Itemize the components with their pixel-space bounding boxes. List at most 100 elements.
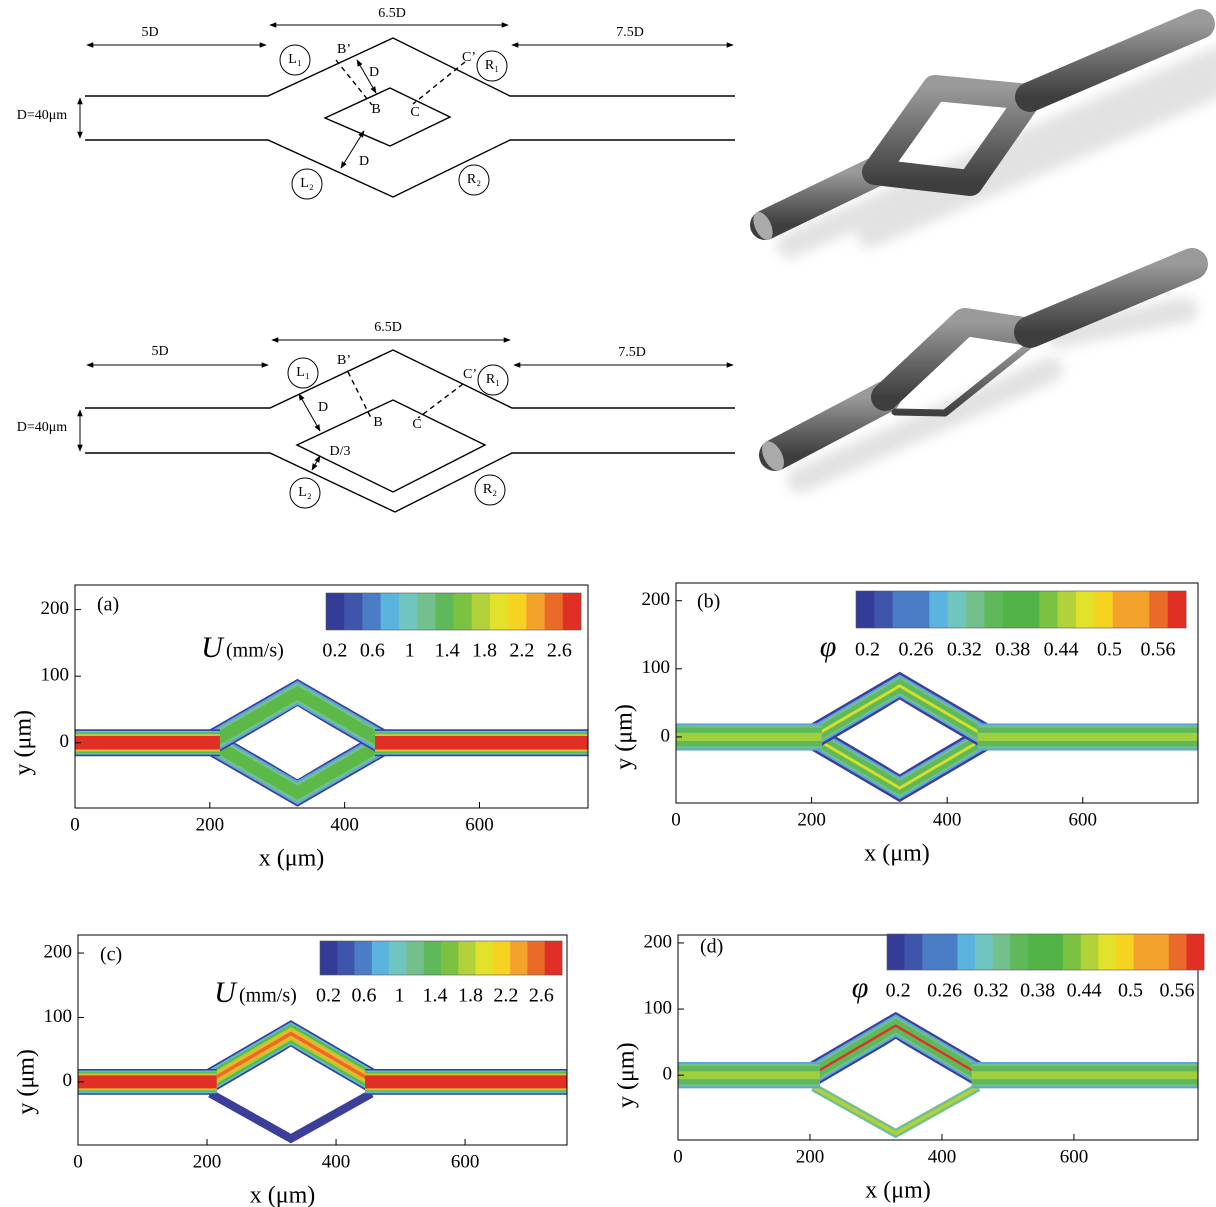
y-tick-label: 0 (661, 725, 671, 746)
gap-label: D (359, 154, 369, 169)
colorbar-label: 0.44 (1044, 639, 1079, 661)
colorbar-swatch (1076, 591, 1095, 628)
x-axis-label: x (μm) (864, 841, 930, 867)
point-label: C (410, 105, 419, 120)
gap-label: D (369, 65, 379, 80)
colorbar-label: 0.32 (974, 980, 1009, 1002)
colorbar-label: 2.2 (509, 640, 534, 662)
colorbar-label: 2.6 (547, 640, 572, 662)
y-axis-label: y (μm) (11, 710, 37, 776)
render-3d-2 (758, 264, 1192, 480)
colorbar-label: 0.5 (1097, 639, 1122, 661)
colorbar-swatch (362, 593, 381, 630)
schematic-1: 5D 6.5D 7.5D D=40μm B’ B C’ C L₁ R₁ L₂ R… (17, 6, 735, 199)
colorbar-swatch (1116, 934, 1134, 970)
contour-panel: 02004006000100200x (μm)y (μm)(a)0.20.611… (11, 585, 615, 872)
colorbar-swatch (1169, 934, 1187, 970)
panel-label: (b) (697, 591, 720, 613)
colorbar-swatch (1168, 591, 1187, 628)
schematic-2: 5D 6.5D 7.5D D=40μm B’ B C’ C L₁ R₁ L₂ R… (17, 320, 735, 512)
colorbar-label: 0.44 (1067, 980, 1102, 1002)
colorbar-swatch (527, 941, 545, 975)
colorbar-swatch (887, 934, 905, 970)
dimension-label: 6.5D (374, 320, 402, 335)
contour-field (676, 686, 1216, 788)
colorbar-swatch (417, 593, 436, 630)
contour-field (78, 1034, 594, 1139)
x-tick-label: 200 (797, 809, 826, 830)
y-axis-label: y (μm) (14, 1049, 40, 1115)
colorbar-label: 1 (394, 985, 404, 1007)
colorbar-swatch (1010, 934, 1028, 970)
colorbar-label: 0.26 (927, 980, 962, 1002)
gap-label: D (318, 400, 328, 415)
y-tick-label: 100 (44, 1006, 73, 1027)
colorbar-swatch (1058, 591, 1077, 628)
x-axis-label: x (μm) (865, 1178, 931, 1204)
x-tick-label: 0 (70, 814, 80, 835)
colorbar-swatch (1134, 934, 1152, 970)
section-line (348, 372, 372, 420)
colorbar-swatch (922, 934, 940, 970)
colorbar-label: 0.56 (1140, 639, 1175, 661)
y-tick-label: 200 (41, 598, 70, 619)
dimension-label: D=40μm (17, 108, 68, 123)
panel-label: (d) (700, 936, 723, 958)
branch-label: L₁ (296, 365, 309, 380)
colorbar-swatch (372, 941, 390, 975)
y-tick-label: 0 (60, 731, 70, 752)
colorbar-label: 0.56 (1160, 980, 1195, 1002)
x-tick-label: 200 (193, 1151, 222, 1172)
colorbar-label: 1 (405, 640, 415, 662)
point-label: C’ (463, 367, 477, 382)
colorbar-swatch (911, 591, 930, 628)
branch-label: R₂ (483, 482, 497, 497)
colorbar-swatch (490, 593, 509, 630)
colorbar-swatch (472, 593, 491, 630)
point-label: B’ (337, 353, 351, 368)
contour-field (678, 1026, 1206, 1134)
colorbar-label: 0.2 (322, 640, 347, 662)
colorbar-swatch (874, 591, 893, 628)
section-line (336, 60, 372, 105)
branch-label: R₁ (485, 58, 499, 73)
x-tick-label: 400 (928, 1146, 957, 1167)
colorbar-unit: (mm/s) (226, 640, 284, 662)
y-tick-label: 0 (663, 1064, 673, 1085)
colorbar-label: 0.38 (995, 639, 1030, 661)
colorbar-label: 0.5 (1118, 980, 1143, 1002)
colorbar-swatch (320, 941, 338, 975)
dimension-label: D=40μm (17, 420, 68, 435)
x-tick-label: 600 (451, 1151, 480, 1172)
colorbar-swatch (1186, 934, 1204, 970)
y-tick-label: 200 (644, 931, 673, 952)
branch-label: R₂ (467, 172, 481, 187)
x-tick-label: 400 (330, 814, 359, 835)
colorbar-label: 0.6 (351, 985, 376, 1007)
x-tick-label: 400 (933, 809, 962, 830)
branch-label: R₁ (486, 372, 500, 387)
colorbar-swatch (1094, 591, 1113, 628)
point-label: C’ (462, 50, 476, 65)
render-3d-1 (749, 24, 1216, 245)
colorbar-swatch (984, 591, 1003, 628)
colorbar-label: 0.2 (855, 639, 880, 661)
plots: 02004006000100200x (μm)y (μm)(a)0.20.611… (11, 583, 1216, 1207)
colorbar-swatch (905, 934, 923, 970)
colorbar-swatch (526, 593, 545, 630)
point-label: C (412, 417, 421, 432)
colorbar-swatch (508, 593, 527, 630)
colorbar-swatch (381, 593, 400, 630)
colorbar-label: 0.2 (886, 980, 911, 1002)
colorbar-label: 0.32 (947, 639, 982, 661)
panel-label: (c) (100, 944, 122, 966)
branch-label: L₁ (288, 52, 301, 67)
colorbar-label: 1.4 (435, 640, 460, 662)
channel-wall (85, 38, 735, 96)
x-tick-label: 400 (322, 1151, 351, 1172)
gap-arrow (312, 456, 320, 470)
colorbar-swatch (435, 593, 454, 630)
colorbar-swatch (454, 593, 473, 630)
x-tick-label: 200 (796, 1146, 825, 1167)
colorbar-swatch (957, 934, 975, 970)
